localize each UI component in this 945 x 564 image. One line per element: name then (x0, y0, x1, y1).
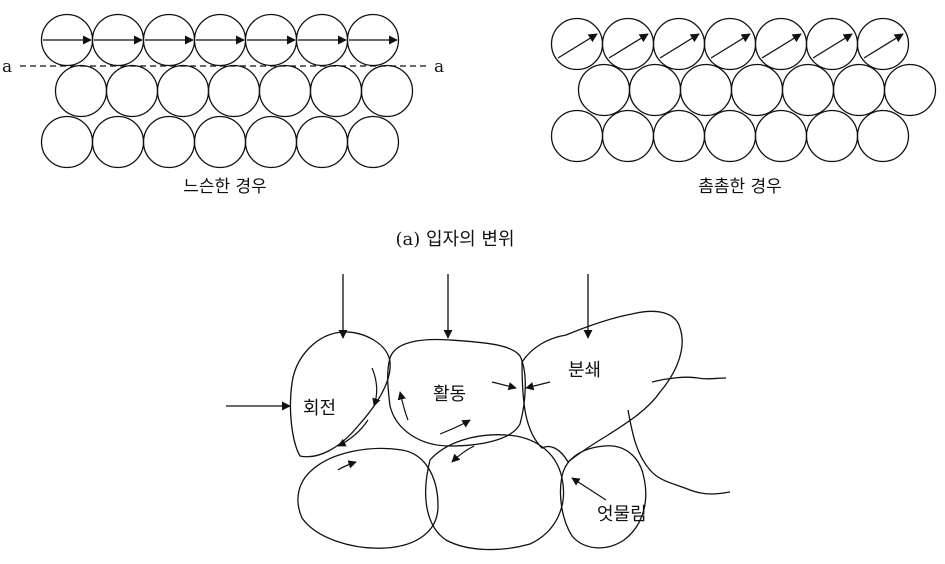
loose-middle-particle (156, 64, 210, 118)
interlocking-label: 엇물림 (597, 504, 647, 525)
loose-bottom-particle (142, 115, 196, 169)
loose-middle-particle (258, 64, 312, 118)
interlocking-arrow (571, 477, 607, 501)
dense-displacement-arrow (608, 33, 649, 59)
particle-lower-middle (424, 434, 565, 551)
dense-displacement-arrow (812, 33, 853, 59)
crushing-arrow-left (491, 381, 517, 391)
dense-displacement-arrow (761, 33, 802, 59)
loose-caption: 느슨한 경우 (183, 177, 267, 197)
dense-bottom-particle (601, 109, 655, 163)
section-a-caption: (a) 입자의 변위 (395, 229, 514, 250)
particle-lower-left (297, 447, 439, 549)
dense-displacement-arrow (557, 33, 598, 59)
loose-middle-particle (207, 64, 261, 118)
dense-middle-particle (628, 63, 682, 117)
dense-top-particle (550, 17, 604, 71)
loose-middle-particle (309, 64, 363, 118)
dense-top-particle (703, 17, 757, 71)
load-arrows (226, 274, 593, 411)
dense-packing-figure (550, 17, 937, 163)
dense-middle-particle (781, 63, 835, 117)
crushing-label: 분쇄 (568, 360, 601, 381)
dense-bottom-particle (754, 109, 808, 163)
dense-displacement-arrow (659, 33, 700, 59)
dense-caption: 촘촘한 경우 (698, 177, 782, 197)
right-boundary-upper (651, 376, 727, 383)
dense-displacement-arrow (710, 33, 751, 59)
loose-bottom-particle (295, 115, 349, 169)
particle-interlocking (559, 445, 647, 549)
dense-bottom-particle (703, 109, 757, 163)
particle-rotation (289, 331, 391, 458)
dense-bottom-particle (652, 109, 706, 163)
motion-arrows (337, 367, 607, 501)
loose-middle-particle (360, 64, 414, 118)
dense-middle-particle (832, 63, 886, 117)
rotation-arrow-1 (371, 367, 381, 407)
loose-bottom-particle (91, 115, 145, 169)
dense-middle-particle (883, 63, 937, 117)
loose-bottom-particle (40, 115, 94, 169)
loose-middle-particle (54, 64, 108, 118)
lower-middle-arrow (451, 445, 475, 463)
dense-middle-particle (577, 63, 631, 117)
rotation-arrow-2 (337, 419, 369, 447)
dense-top-particle (805, 17, 859, 71)
loose-bottom-particle (346, 115, 400, 169)
rotation-label: 회전 (303, 398, 336, 419)
dense-top-particle (601, 17, 655, 71)
dense-top-particle (856, 17, 910, 71)
loose-packing-figure (40, 13, 414, 169)
dense-displacement-arrow (863, 33, 904, 59)
loose-bottom-particle (193, 115, 247, 169)
right-boundary-lower (627, 409, 731, 495)
sliding-label: 활동 (433, 384, 466, 405)
particle-sliding (387, 338, 526, 447)
dense-middle-particle (730, 63, 784, 117)
crushing-arrow-right (525, 381, 551, 391)
shear-line-label-left: a (2, 57, 12, 77)
sliding-arrow-right (439, 419, 471, 435)
dense-bottom-particle (550, 109, 604, 163)
sliding-arrow-up (397, 391, 409, 421)
dense-bottom-particle (805, 109, 859, 163)
dense-top-particle (754, 17, 808, 71)
dense-top-particle (652, 17, 706, 71)
dense-bottom-particle (856, 109, 910, 163)
dense-middle-particle (679, 63, 733, 117)
shear-line-label-right: a (434, 57, 444, 77)
loose-bottom-particle (244, 115, 298, 169)
particle-crushing (521, 310, 683, 463)
lower-left-arrow (337, 460, 357, 471)
irregular-particles-figure (289, 310, 731, 551)
loose-middle-particle (105, 64, 159, 118)
